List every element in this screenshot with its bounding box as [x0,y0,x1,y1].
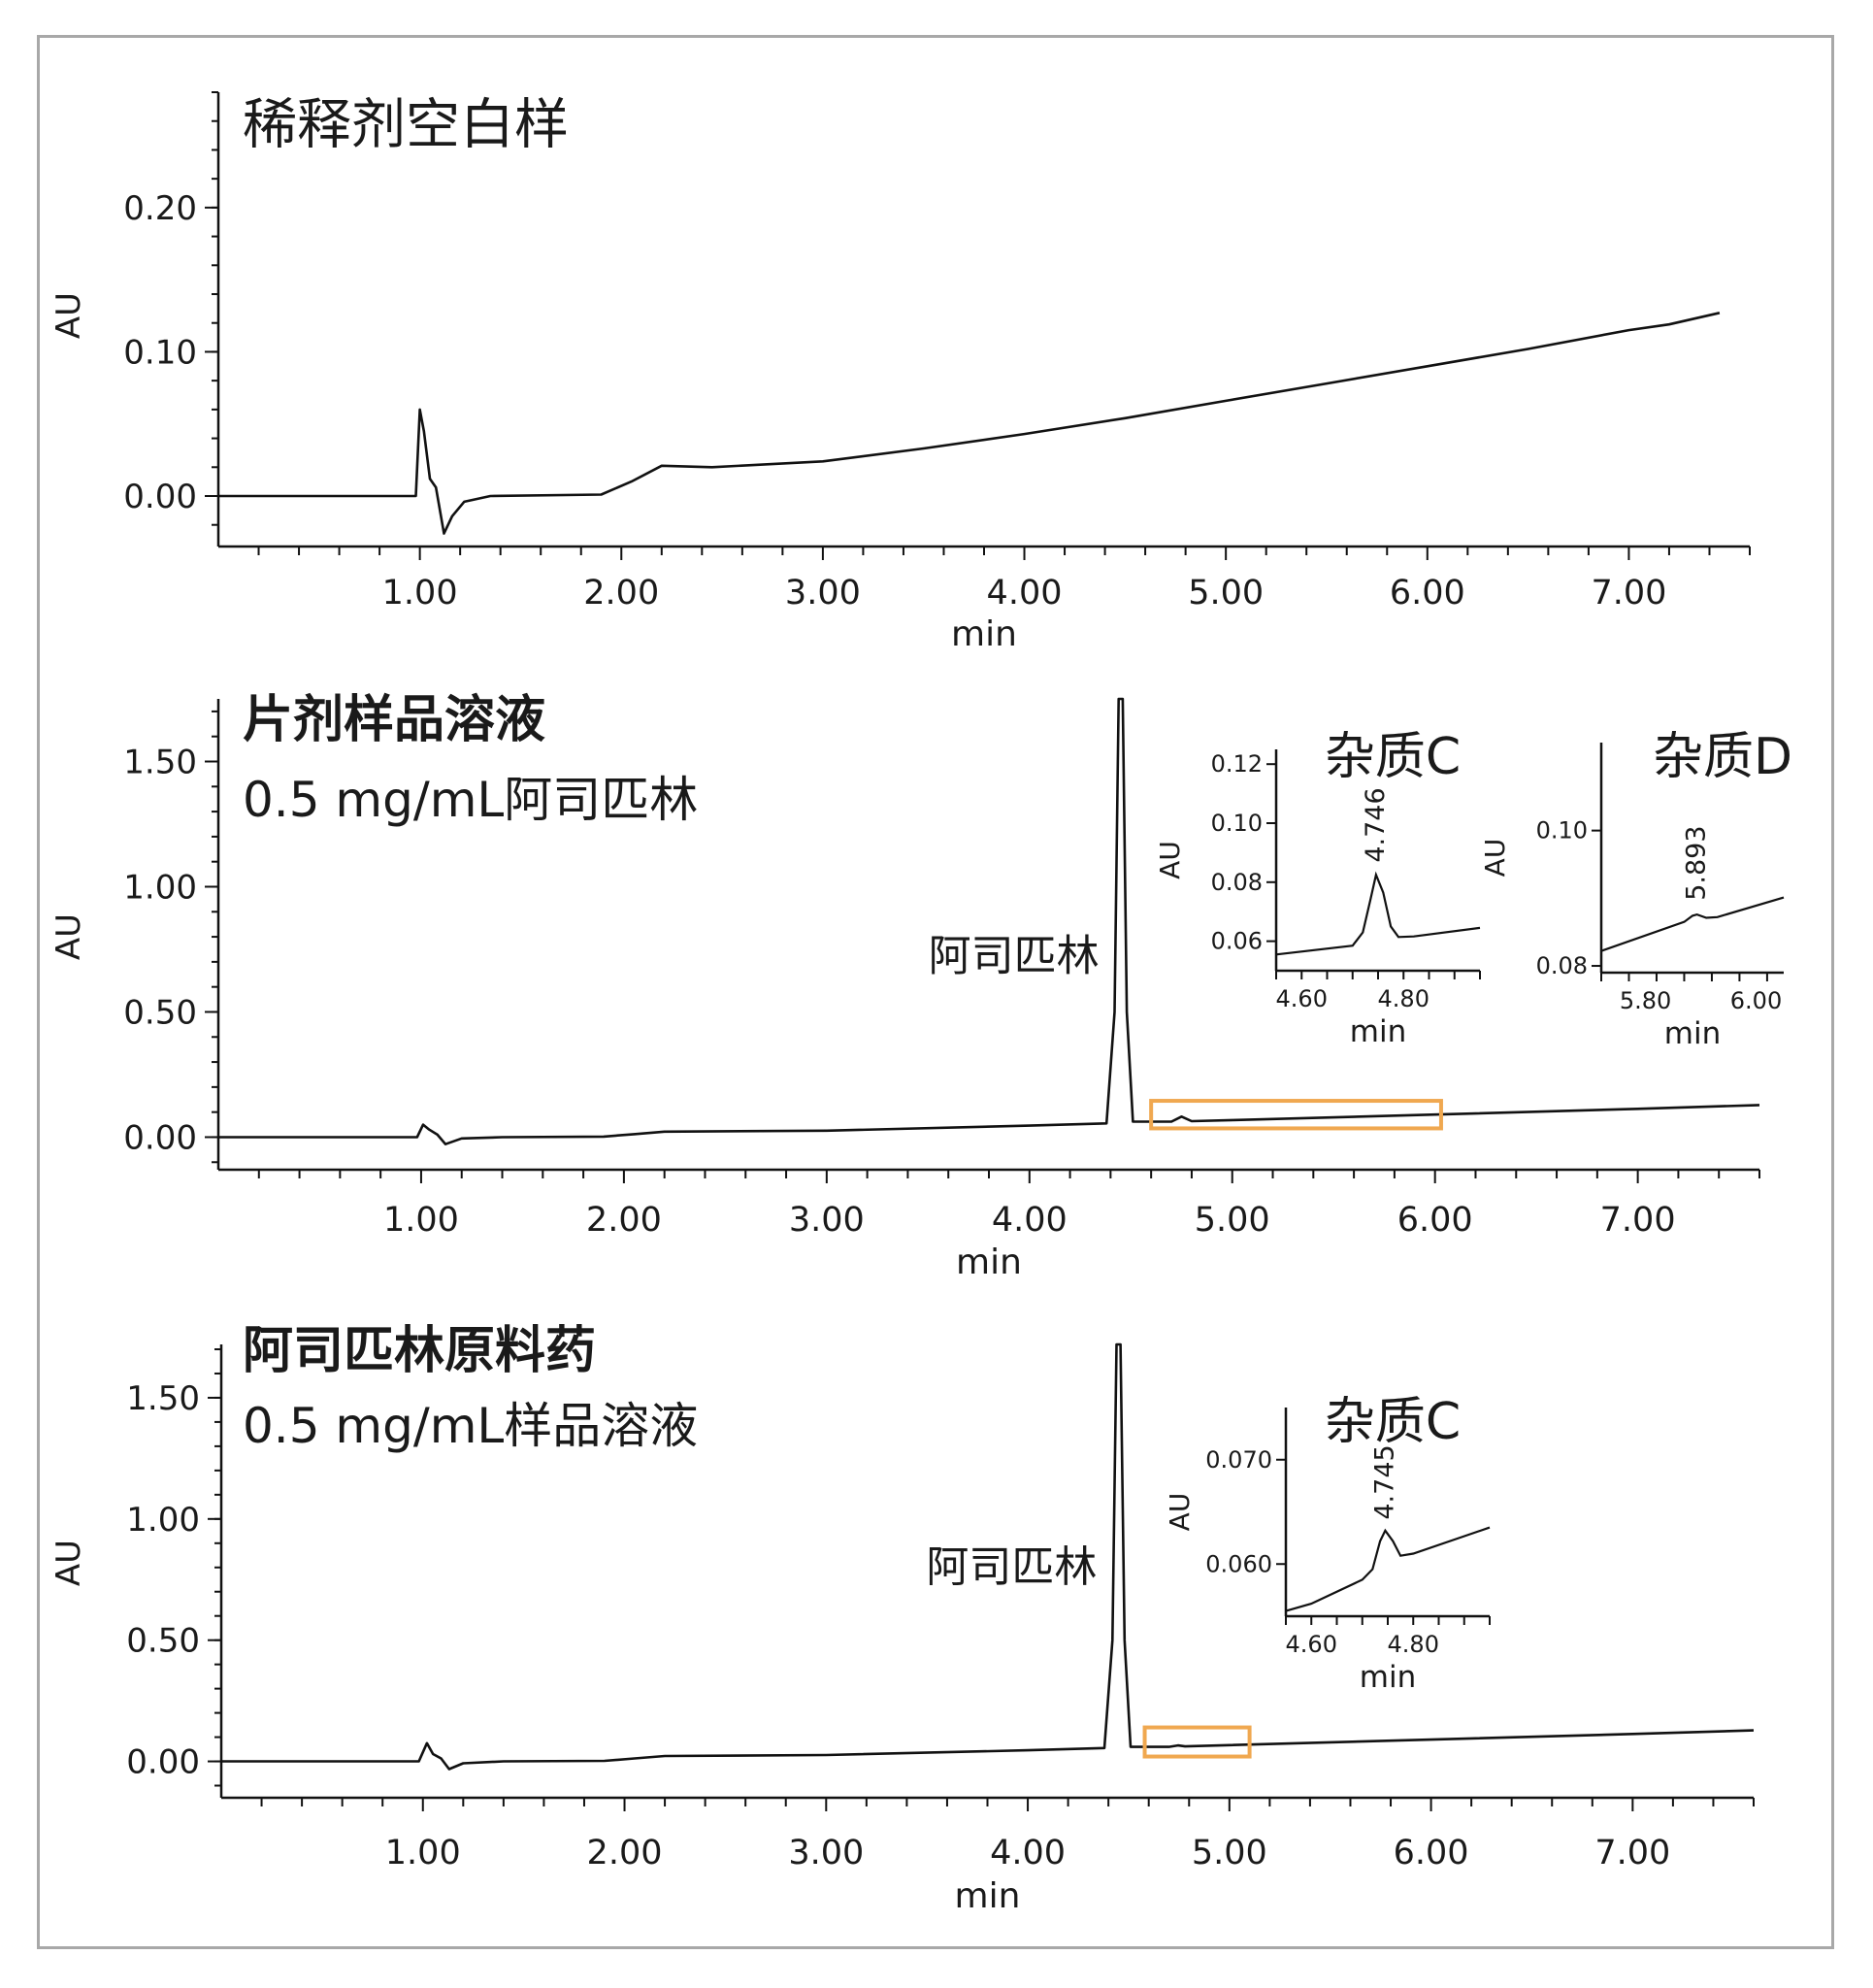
inset-peak-label: 4.746 [1361,787,1391,862]
y-axis-label: AU [49,292,88,339]
chart-title: 稀释剂空白样 [243,93,569,156]
inset-title: 杂质D [1653,728,1792,786]
y-tick-label: 0.10 [123,333,197,372]
inset-x-tick-label: 4.60 [1286,1631,1337,1658]
inset-x-tick-label: 5.80 [1620,987,1671,1014]
chart-panel-3: 0.00 0.50 1.00 1.50 1.00 2.00 3.00 4.00 5.00 6.00… [49,1322,1755,1916]
x-axis-label: min [951,614,1017,654]
x-tick-label: 4.00 [990,1834,1066,1872]
y-tick-label: 0.00 [126,1743,200,1782]
y-tick-label: 0.20 [123,189,197,228]
peak-annotation: 阿司匹林 [929,932,1100,981]
x-tick-label: 1.00 [383,1201,459,1240]
x-tick-label: 3.00 [788,1834,864,1872]
inset-y-tick-label: 0.070 [1205,1446,1272,1474]
chromatogram-trace [221,1342,1754,1771]
x-tick-label: 7.00 [1594,1834,1670,1872]
y-tick-label: 0.00 [123,1118,197,1157]
chromatogram-trace [218,697,1759,1145]
x-tick-label: 6.00 [1394,1834,1469,1872]
x-tick-label: 3.00 [789,1201,865,1240]
inset-y-tick-label: 0.06 [1211,928,1263,955]
y-tick-label: 1.00 [123,868,197,907]
chart-panel-1: 0.00 0.10 0.20 1.00 2.00 3.00 4.00 5.00 6.00 7.00… [49,91,1751,654]
chart-panel-2: 0.00 0.50 1.00 1.50 1.00 2.00 3.00 4.00 5.00 6.00… [49,691,1792,1282]
inset-x-tick-label: 4.80 [1378,985,1429,1012]
x-tick-label: 7.00 [1600,1201,1676,1240]
chart-subtitle: 0.5 mg/mL阿司匹林 [243,772,698,828]
inset-x-axis-label: min [1664,1016,1721,1051]
y-tick-label: 0.50 [126,1622,200,1661]
inset-y-tick-label: 0.08 [1211,869,1263,896]
inset-peak-label: 5.893 [1682,825,1712,900]
x-tick-label: 6.00 [1390,574,1465,613]
inset-chart: 5.80 6.00 0.08 0.10 min AU 杂质D 5.893 [1479,728,1792,1051]
x-axis-label: min [956,1242,1022,1282]
x-tick-label: 5.00 [1195,1201,1270,1240]
x-tick-label: 2.00 [586,1201,662,1240]
y-axis-label: AU [49,1540,88,1586]
x-tick-label: 4.00 [987,574,1063,613]
chart-subtitle: 0.5 mg/mL样品溶液 [243,1398,698,1454]
x-tick-label: 3.00 [785,574,861,613]
x-tick-label: 6.00 [1397,1201,1473,1240]
inset-trace [1600,896,1785,952]
x-axis-label: min [955,1876,1021,1916]
inset-x-tick-label: 6.00 [1730,987,1782,1014]
y-axis-label: AU [49,913,88,960]
y-tick-label: 1.50 [126,1379,200,1418]
inset-y-tick-label: 0.10 [1211,810,1263,837]
y-tick-label: 0.50 [123,993,197,1032]
chromatogram-trace [218,312,1721,535]
y-tick-label: 1.00 [126,1501,200,1540]
x-tick-label: 2.00 [587,1834,663,1872]
inset-y-tick-label: 0.10 [1536,817,1588,845]
y-tick-label: 1.50 [123,743,197,781]
x-tick-label: 1.00 [382,574,458,613]
inset-y-axis-label: AU [1164,1493,1196,1532]
y-tick-label: 0.00 [123,478,197,516]
peak-annotation: 阿司匹林 [926,1542,1097,1592]
inset-y-axis-label: AU [1479,839,1511,878]
inset-y-tick-label: 0.12 [1211,750,1263,778]
inset-x-tick-label: 4.80 [1388,1631,1439,1658]
inset-trace [1275,871,1481,956]
inset-peak-label: 4.745 [1369,1444,1399,1519]
x-tick-label: 1.00 [385,1834,461,1872]
x-tick-label: 2.00 [583,574,659,613]
x-tick-label: 7.00 [1591,574,1666,613]
inset-y-axis-label: AU [1154,841,1186,879]
chart-title: 阿司匹林原料药 [243,1322,596,1380]
x-tick-label: 4.00 [992,1201,1068,1240]
inset-title: 杂质C [1325,1393,1461,1451]
figure-frame [37,35,1834,1949]
x-tick-label: 5.00 [1188,574,1264,613]
inset-title: 杂质C [1325,728,1461,786]
inset-y-tick-label: 0.060 [1205,1550,1272,1577]
inset-x-axis-label: min [1360,1660,1416,1695]
x-tick-label: 5.00 [1192,1834,1267,1872]
inset-x-axis-label: min [1350,1014,1406,1049]
inset-trace [1285,1526,1491,1612]
inset-y-tick-label: 0.08 [1536,952,1588,979]
impurity-zoom-box [1149,1099,1443,1131]
inset-x-tick-label: 4.60 [1276,985,1328,1012]
impurity-zoom-box [1142,1725,1252,1759]
chart-title: 片剂样品溶液 [243,691,545,749]
